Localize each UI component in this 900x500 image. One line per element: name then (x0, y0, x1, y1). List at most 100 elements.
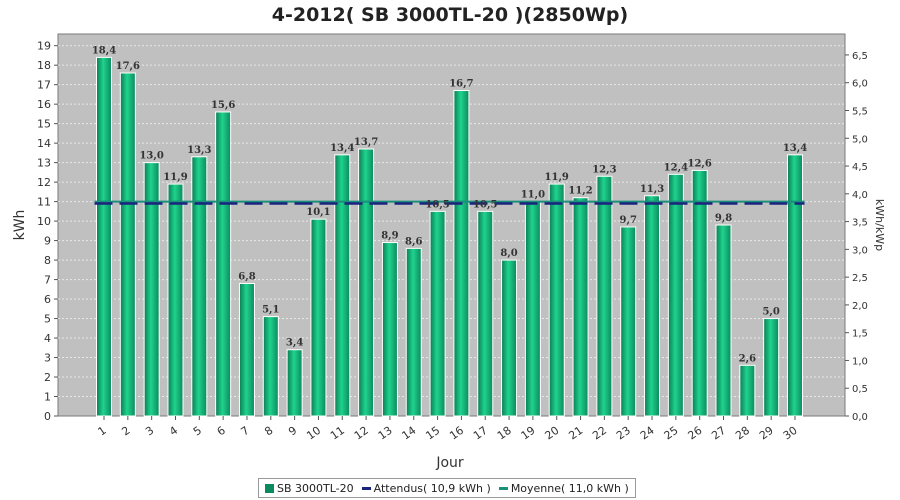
bar-value-label: 12,4 (664, 162, 688, 173)
bar (524, 201, 541, 417)
bar-value-label: 5,0 (762, 307, 779, 318)
x-axis-label: Jour (435, 455, 464, 471)
bar (477, 210, 494, 417)
y2-tick-label: 5,5 (852, 106, 868, 117)
y2-tick-label: 3,0 (852, 245, 868, 256)
x-tick-label: 3 (143, 424, 156, 439)
bar-value-label: 10,5 (425, 199, 449, 210)
y-tick-label: 2 (44, 371, 51, 384)
x-tick-label: 18 (495, 424, 514, 443)
x-tick-label: 24 (638, 424, 657, 443)
bar-value-label: 13,4 (783, 143, 807, 154)
x-tick-label: 19 (519, 424, 538, 443)
bar-value-label: 8,0 (500, 248, 517, 259)
y2-tick-label: 1,0 (852, 356, 868, 367)
bar-value-label: 10,5 (473, 199, 497, 210)
bar (334, 154, 351, 417)
bar-value-label: 8,9 (381, 231, 398, 242)
y-axis-label: kWh (12, 210, 28, 241)
x-tick-label: 22 (590, 424, 609, 443)
x-tick-label: 29 (757, 424, 776, 443)
bar-value-label: 13,7 (354, 137, 378, 148)
y2-tick-label: 2,5 (852, 273, 868, 284)
bar (501, 259, 518, 417)
bar-value-label: 11,2 (568, 186, 592, 197)
bar (358, 148, 375, 417)
x-tick-label: 12 (352, 424, 371, 443)
legend-item-production: SB 3000TL-20 (265, 482, 354, 495)
bar-value-label: 6,8 (238, 271, 255, 282)
y2-tick-label: 6,0 (852, 79, 868, 90)
y-tick-label: 10 (37, 215, 51, 228)
y-tick-label: 18 (37, 59, 51, 72)
bar (429, 210, 446, 417)
bar-value-label: 9,8 (715, 213, 732, 224)
bar (381, 242, 398, 417)
y-tick-label: 16 (37, 98, 51, 111)
y-tick-label: 19 (37, 40, 51, 53)
bar-value-label: 12,6 (688, 158, 712, 169)
bar (596, 175, 613, 417)
x-tick-label: 2 (119, 424, 132, 439)
bar (215, 111, 232, 417)
legend-item-moyenne: Moyenne( 11,0 kWh ) (498, 481, 629, 495)
legend-label-moyenne: Moyenne( 11,0 kWh ) (510, 481, 629, 495)
bar (620, 226, 637, 417)
bar-value-label: 12,3 (592, 164, 616, 175)
bar (167, 183, 184, 417)
x-tick-label: 5 (191, 424, 204, 439)
y-tick-label: 9 (44, 235, 51, 248)
y2-axis-label: kWh/kWp (873, 199, 886, 251)
x-tick-label: 16 (447, 424, 466, 443)
x-tick-label: 13 (376, 424, 395, 443)
x-tick-label: 4 (167, 424, 180, 439)
bar (310, 218, 327, 417)
bar-value-label: 16,7 (449, 79, 473, 90)
bar (262, 316, 279, 417)
bar-value-label: 17,6 (116, 61, 140, 72)
y-tick-label: 4 (44, 332, 51, 345)
y-tick-label: 15 (37, 118, 51, 131)
y2-tick-label: 3,5 (852, 218, 868, 229)
bar (572, 197, 589, 417)
bar (238, 282, 255, 417)
y-tick-label: 12 (37, 176, 51, 189)
x-tick-label: 10 (304, 424, 323, 443)
bar-value-label: 18,4 (92, 45, 116, 56)
bar-value-label: 13,4 (330, 143, 354, 154)
y-tick-label: 0 (44, 410, 51, 423)
bar (644, 195, 661, 417)
x-tick-label: 1 (96, 424, 109, 439)
plot-area (57, 33, 846, 417)
bar-value-label: 2,6 (739, 353, 756, 364)
bar-value-label: 13,3 (187, 145, 211, 156)
y-tick-label: 6 (44, 293, 51, 306)
y2-tick-label: 1,5 (852, 329, 868, 340)
x-tick-label: 7 (238, 424, 251, 439)
bar (715, 224, 732, 417)
x-tick-label: 8 (262, 424, 275, 439)
bar (548, 183, 565, 417)
bar (119, 72, 136, 417)
bar-value-label: 11,3 (640, 184, 664, 195)
y-tick-label: 8 (44, 254, 51, 267)
y-tick-label: 7 (44, 274, 51, 287)
x-tick-label: 30 (781, 424, 800, 443)
bar (286, 349, 303, 417)
y2-tick-label: 4,0 (852, 190, 868, 201)
bar-value-label: 13,0 (139, 151, 163, 162)
legend-swatch-moyenne (498, 486, 508, 490)
x-tick-label: 17 (471, 424, 490, 443)
x-tick-label: 14 (400, 424, 419, 443)
bar (96, 56, 112, 417)
bar-value-label: 11,9 (545, 172, 569, 183)
y2-tick-label: 6,5 (852, 51, 868, 62)
y-tick-label: 3 (44, 352, 51, 365)
y2-tick-label: 0,5 (852, 384, 868, 395)
bar (739, 364, 756, 417)
y2-tick-label: 4,5 (852, 162, 868, 173)
bar (667, 173, 684, 417)
y-tick-label: 13 (37, 157, 51, 170)
chart-title: 4-2012( SB 3000TL-20 )(2850Wp) (271, 4, 629, 26)
y2-tick-label: 0,0 (852, 412, 868, 423)
